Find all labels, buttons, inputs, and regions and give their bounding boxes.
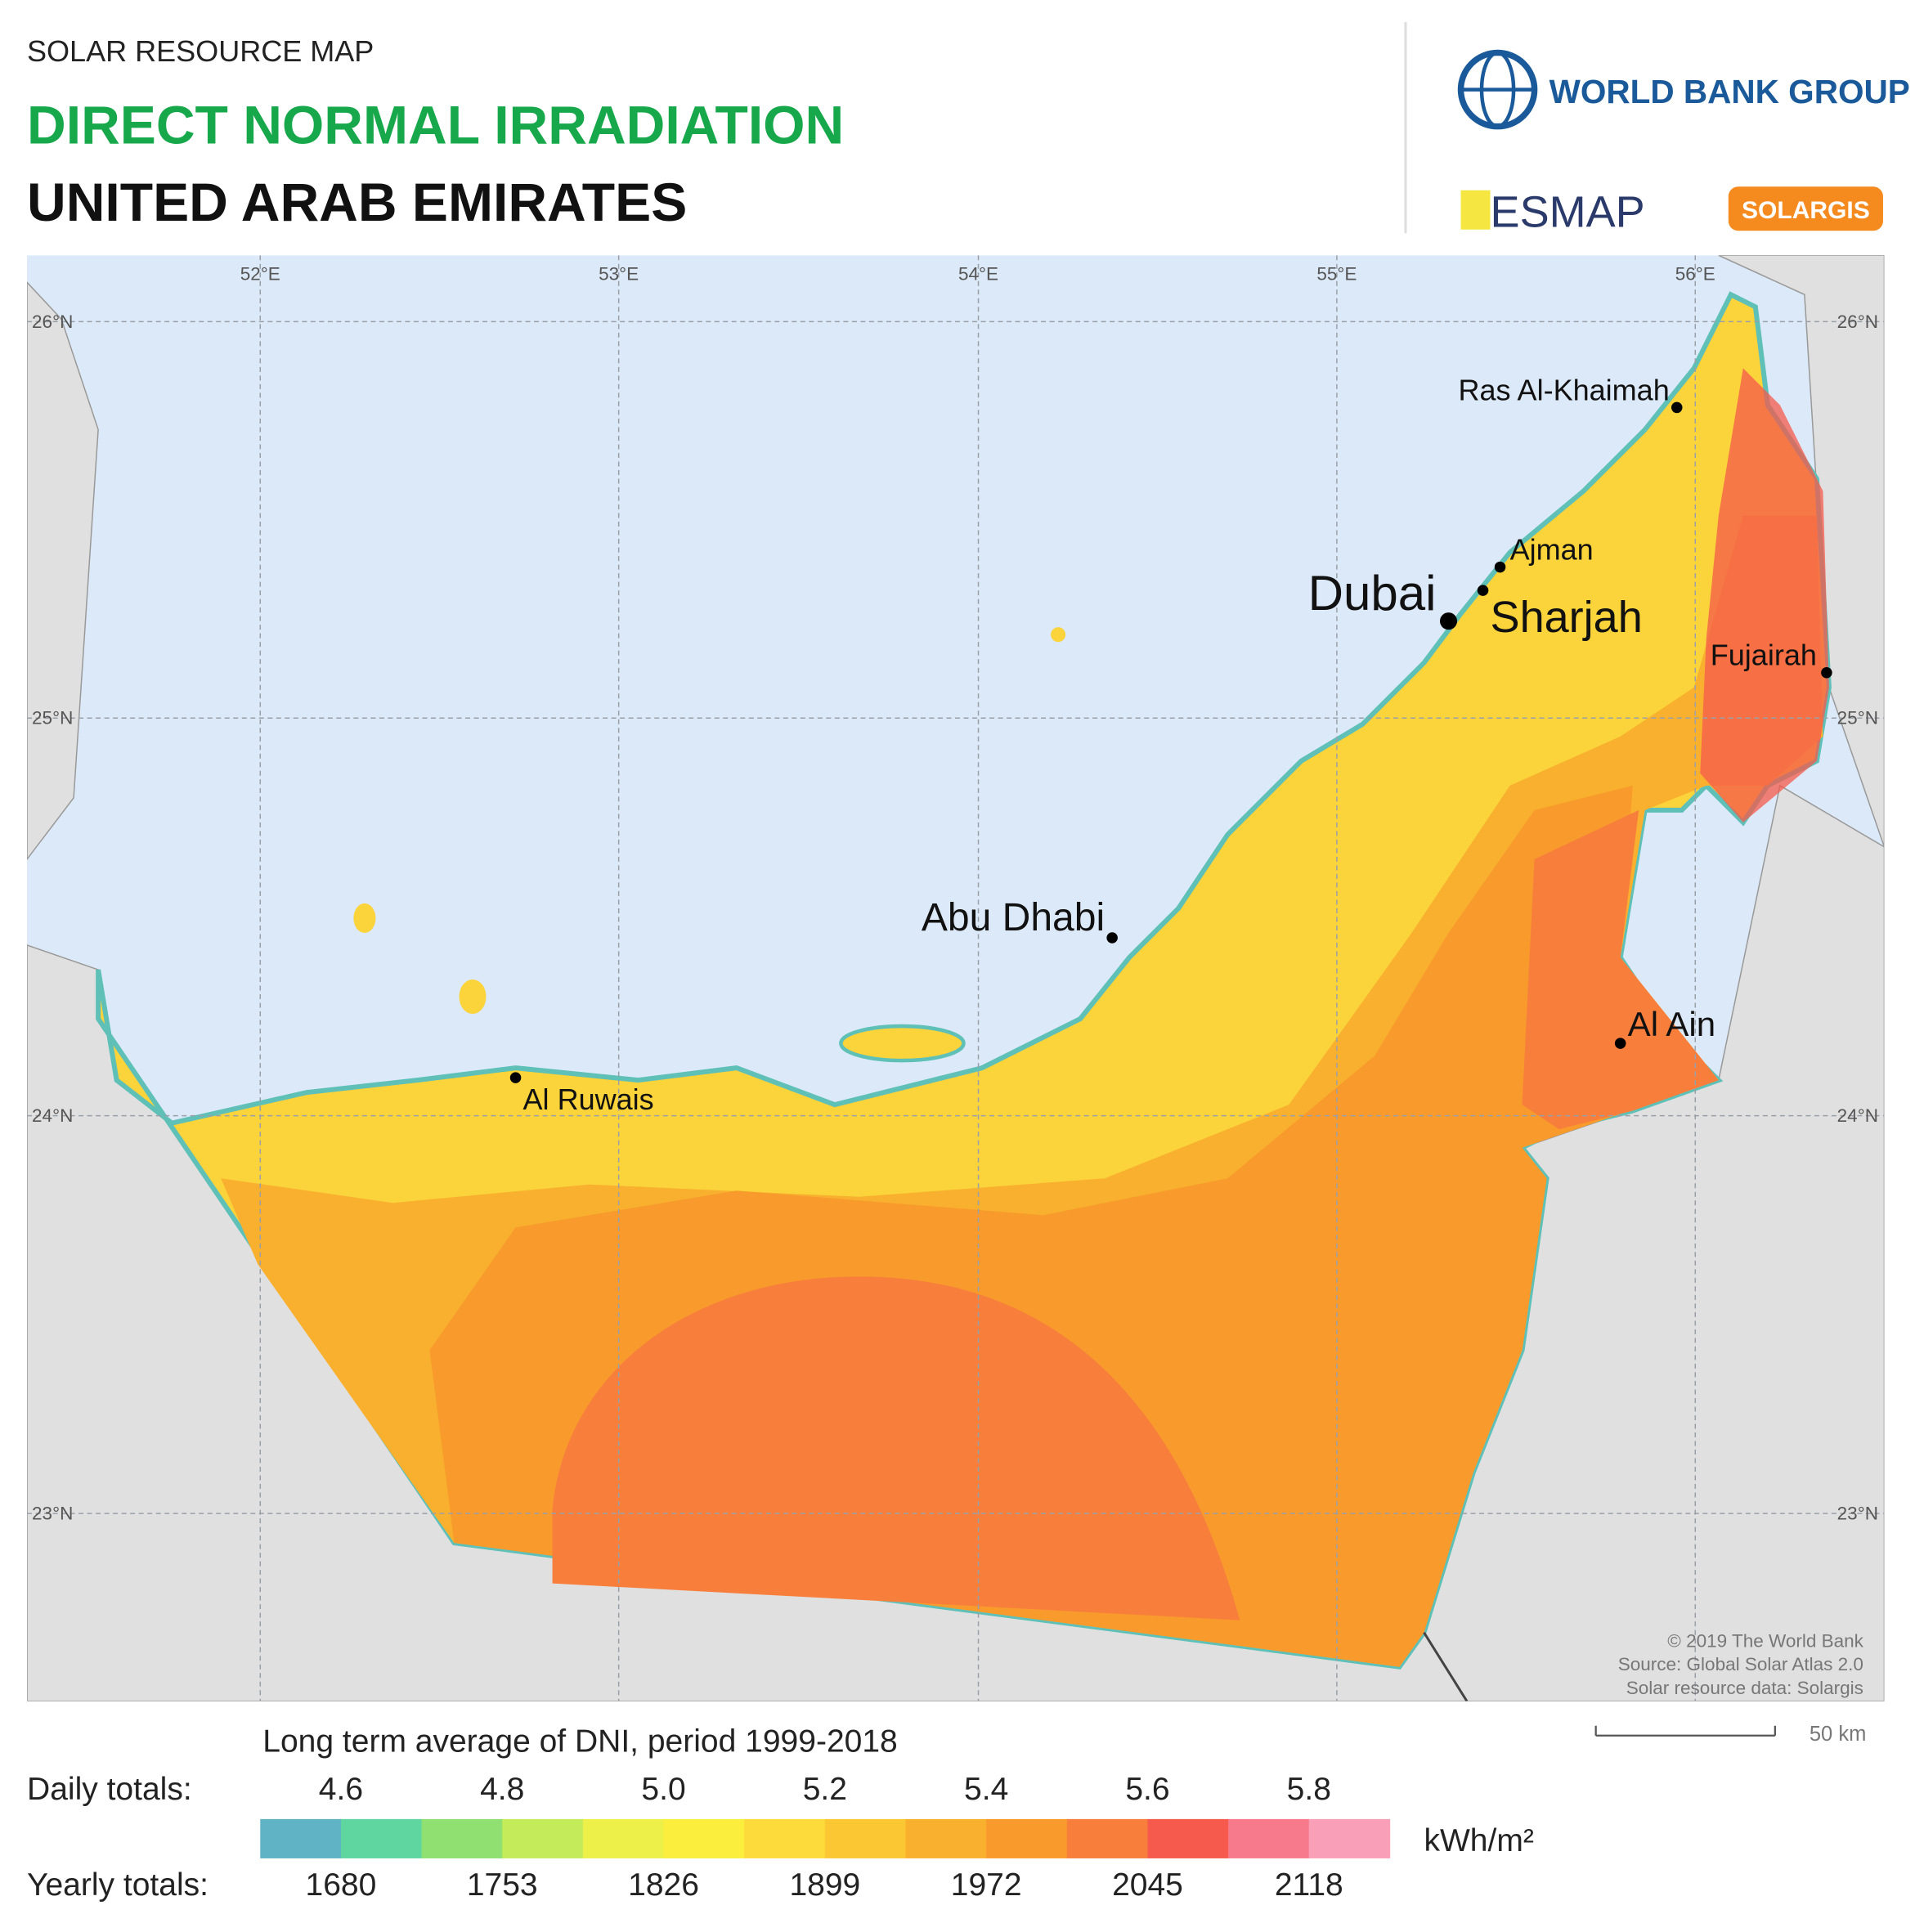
legend-swatch [1228,1818,1310,1858]
latitude-label: 23°N [32,1504,73,1524]
latitude-label: 25°N [32,708,73,728]
latitude-label: 24°N [32,1105,73,1126]
legend-swatch [260,1818,342,1858]
city-label: Sharjah [1491,593,1643,642]
longitude-label: 55°E [1316,263,1357,284]
longitude-label: 54°E [958,263,998,284]
island [839,1024,966,1063]
legend-unit: kWh/m² [1424,1823,1533,1858]
city-label: Al Ruwais [523,1083,654,1116]
qatar-land [27,281,99,861]
latitude-label: 23°N [1837,1504,1878,1524]
yearly-label: Yearly totals: [27,1867,209,1903]
city-dot [1439,612,1458,630]
city-dot [509,1072,522,1083]
border [1423,1631,1469,1701]
city-label: Al Ain [1628,1005,1715,1043]
legend-swatch [1308,1818,1391,1858]
yearly-value: 2118 [1275,1867,1343,1903]
legend-title: Long term average of DNI, period 1999-20… [262,1724,897,1759]
city-labels: Ras Al-Khaimah Ajman Dubai Sharjah Fujairah A… [509,373,1832,1116]
legend-swatch [986,1818,1068,1858]
world-bank-text: WORLD BANK GROUP [1549,73,1910,110]
legend-swatch [421,1818,503,1858]
legend-swatch [1066,1818,1149,1858]
scale-label: 50 km [1810,1723,1866,1746]
city-dot [1106,932,1118,944]
credit-line: © 2019 The World Bank [1667,1631,1863,1652]
longitude-label: 53°E [599,263,639,284]
longitude-label: 56°E [1675,263,1715,284]
daily-value: 5.0 [641,1772,685,1807]
legend-swatch [824,1818,907,1858]
credit-line: Solar resource data: Solargis [1626,1678,1863,1698]
legend-swatch [582,1818,665,1858]
yearly-value: 2045 [1112,1867,1183,1903]
yearly-value: 1899 [789,1867,860,1903]
city-label: Ras Al-Khaimah [1459,373,1670,406]
subtitle: SOLAR RESOURCE MAP [27,34,374,68]
legend-swatch [905,1818,987,1858]
city-label: Fujairah [1711,639,1817,672]
esmap-mark [1460,190,1491,230]
title: DIRECT NORMAL IRRADIATION [27,95,844,155]
island [353,903,376,933]
longitude-label: 52°E [240,263,280,284]
daily-value: 4.6 [319,1772,363,1807]
city-label: Abu Dhabi [922,896,1105,939]
legend-swatch [663,1818,745,1858]
legend-swatch [340,1818,423,1858]
yearly-value: 1972 [951,1867,1022,1903]
island [1051,627,1066,643]
dni-zone-al-ain [1522,809,1719,1130]
city-dot [1614,1038,1626,1049]
credit-line: Source: Global Solar Atlas 2.0 [1618,1654,1863,1674]
daily-label: Daily totals: [27,1772,192,1807]
yearly-value: 1826 [628,1867,699,1903]
city-dot [1671,401,1683,414]
legend-swatch [744,1818,826,1858]
latitude-label: 24°N [1837,1105,1878,1126]
daily-value: 4.8 [480,1772,524,1807]
solargis-badge [1728,186,1883,231]
yearly-value: 1753 [467,1867,538,1903]
legend-swatch [1147,1818,1229,1858]
latitude-label: 26°N [32,312,73,332]
legend-swatch [502,1818,584,1858]
map: 52°E 53°E 54°E 55°E 56°E 26°N 26°N 25°N 25°N 24°N… [27,255,1885,1701]
esmap-text: ESMAP [1491,188,1645,237]
dni-zone-peak [552,1276,1240,1620]
world-bank-logo: WORLD BANK GROUP [1457,49,1910,130]
city-dot [1821,666,1832,679]
dni-zone-mountains [1700,368,1829,823]
daily-value: 5.6 [1125,1772,1169,1807]
city-label: Ajman [1510,533,1594,567]
latitude-label: 25°N [1837,708,1878,728]
city-dot [1477,585,1489,596]
yearly-value: 1680 [306,1867,377,1903]
daily-value: 5.8 [1287,1772,1331,1807]
island [459,979,487,1015]
graticule: 52°E 53°E 54°E 55°E 56°E 26°N 26°N 25°N 25°N 24°N… [27,255,1885,1701]
daily-value: 5.2 [803,1772,847,1807]
latitude-label: 26°N [1837,312,1878,332]
country: UNITED ARAB EMIRATES [27,172,687,232]
oman-land [1718,255,1885,848]
city-dot [1494,561,1506,573]
city-label: Dubai [1308,566,1437,621]
solargis-text: SOLARGIS [1742,197,1870,224]
daily-value: 5.4 [964,1772,1008,1807]
legend: 4.6 4.8 5.0 5.2 5.4 5.6 5.8 1680 1753 1826 1899 197… [260,1772,1391,1903]
